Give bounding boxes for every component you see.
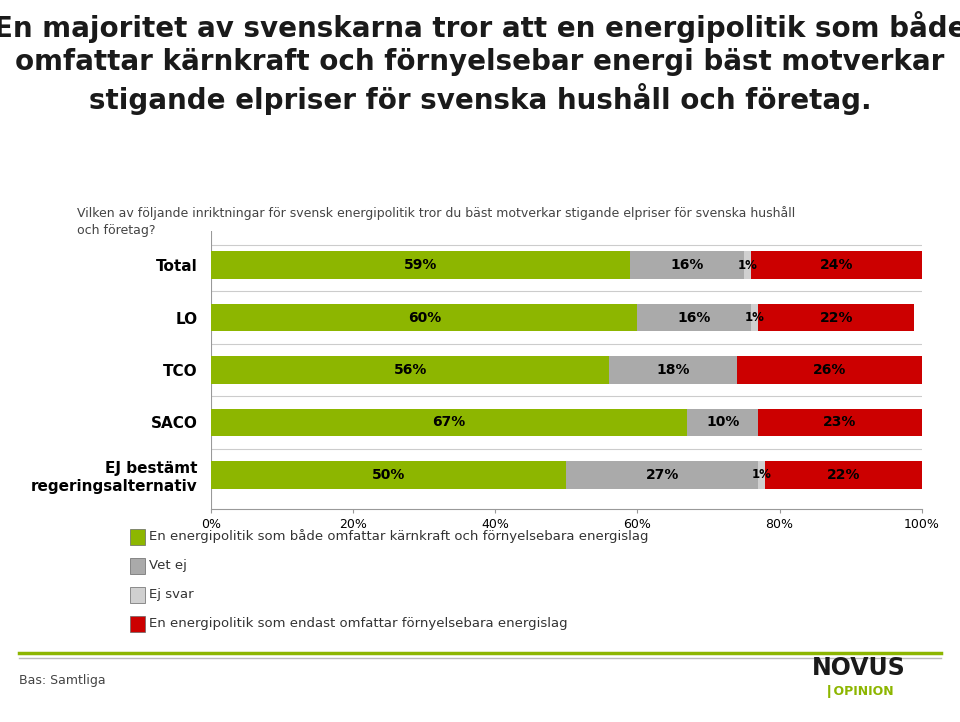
Bar (566, 461, 758, 489)
Text: 56%: 56% (394, 363, 427, 377)
Bar (211, 251, 631, 279)
Text: 22%: 22% (827, 468, 860, 482)
Text: Ej svar: Ej svar (149, 588, 193, 601)
Text: 1%: 1% (737, 258, 757, 271)
Bar (687, 409, 758, 436)
Text: 22%: 22% (820, 310, 853, 325)
Text: 26%: 26% (812, 363, 846, 377)
Text: 1%: 1% (745, 311, 764, 324)
Bar (758, 409, 922, 436)
Bar (637, 304, 751, 331)
Text: NOVUS: NOVUS (812, 656, 906, 680)
Text: 27%: 27% (646, 468, 679, 482)
Bar (631, 251, 744, 279)
Text: 59%: 59% (404, 258, 438, 272)
Text: Vet ej: Vet ej (149, 559, 186, 572)
Text: 23%: 23% (824, 415, 856, 430)
Bar (751, 251, 922, 279)
Text: 10%: 10% (706, 415, 739, 430)
Text: 1%: 1% (752, 469, 772, 482)
Bar (737, 357, 922, 383)
Bar (744, 251, 751, 279)
Text: 16%: 16% (678, 310, 711, 325)
Bar (751, 304, 758, 331)
Bar (758, 461, 765, 489)
Text: 50%: 50% (372, 468, 405, 482)
Text: En energipolitik som endast omfattar förnyelsebara energislag: En energipolitik som endast omfattar för… (149, 617, 567, 630)
Bar (758, 304, 915, 331)
Text: Bas: Samtliga: Bas: Samtliga (19, 674, 106, 687)
Text: 18%: 18% (657, 363, 689, 377)
Bar (211, 461, 566, 489)
Bar (211, 357, 609, 383)
Text: 24%: 24% (820, 258, 853, 272)
Text: En majoritet av svenskarna tror att en energipolitik som både
omfattar kärnkraft: En majoritet av svenskarna tror att en e… (0, 11, 960, 115)
Text: 60%: 60% (408, 310, 441, 325)
Text: 67%: 67% (433, 415, 466, 430)
Bar (211, 409, 687, 436)
Text: Vilken av följande inriktningar för svensk energipolitik tror du bäst motverkar : Vilken av följande inriktningar för sven… (77, 206, 795, 237)
Bar (211, 304, 637, 331)
Bar (765, 461, 922, 489)
Text: ❙OPINION: ❙OPINION (824, 685, 895, 698)
Bar (609, 357, 737, 383)
Text: 16%: 16% (670, 258, 704, 272)
Text: En energipolitik som både omfattar kärnkraft och förnyelsebara energislag: En energipolitik som både omfattar kärnk… (149, 529, 648, 544)
